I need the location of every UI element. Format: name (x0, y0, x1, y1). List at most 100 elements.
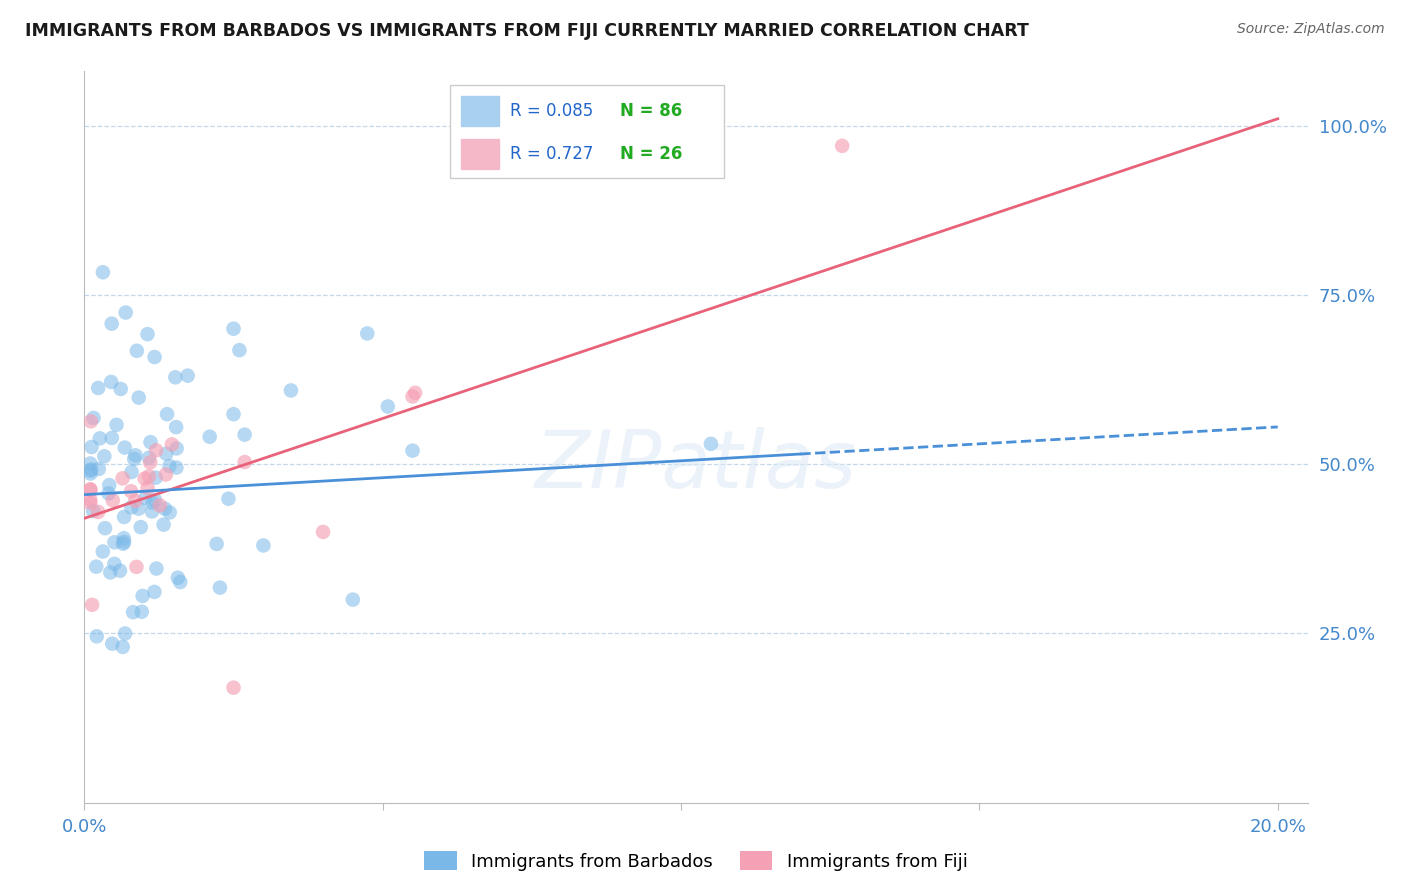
Point (87, 505, 110, 519)
Bar (461, 96, 499, 126)
Text: Source: ZipAtlas.com: Source: ZipAtlas.com (1237, 22, 1385, 37)
Point (111, 471, 134, 485)
Point (401, 443, 423, 458)
Point (176, 368, 198, 383)
Point (138, 450, 160, 465)
Point (110, 382, 132, 396)
Point (120, 500, 142, 515)
Text: ZIPatlas: ZIPatlas (534, 427, 858, 506)
Point (103, 557, 125, 571)
Text: R = 0.727: R = 0.727 (510, 145, 593, 163)
Point (101, 431, 124, 445)
Point (82, 504, 104, 518)
Point (80, 440, 103, 454)
Point (122, 605, 145, 619)
Point (404, 385, 426, 400)
Point (131, 589, 153, 603)
Point (208, 581, 231, 595)
Point (217, 491, 239, 506)
Point (112, 510, 135, 524)
Point (143, 585, 166, 599)
Point (145, 561, 167, 575)
Point (101, 637, 124, 651)
Point (114, 626, 136, 640)
Point (79, 482, 101, 496)
Point (312, 524, 335, 539)
Point (93, 450, 115, 464)
Point (356, 326, 378, 341)
Point (82, 598, 104, 612)
Point (165, 420, 187, 434)
Point (160, 437, 183, 451)
Point (152, 517, 174, 532)
Point (125, 560, 148, 574)
Point (233, 455, 256, 469)
Point (91, 265, 114, 279)
Point (124, 494, 146, 508)
Point (128, 501, 150, 516)
Point (114, 305, 136, 319)
Point (134, 491, 156, 506)
Point (228, 343, 250, 358)
Point (222, 407, 245, 421)
Point (79, 467, 101, 481)
Point (143, 350, 166, 364)
Point (111, 537, 134, 551)
Point (159, 458, 181, 473)
Point (169, 575, 191, 590)
Text: N = 26: N = 26 (620, 145, 682, 163)
Point (141, 504, 163, 518)
Point (83, 411, 105, 425)
Point (80, 462, 103, 476)
Point (145, 470, 167, 484)
Point (120, 484, 142, 499)
Point (143, 492, 166, 507)
Point (79, 464, 101, 478)
Point (167, 571, 190, 585)
Point (80, 414, 103, 428)
Point (87, 462, 110, 476)
Point (103, 535, 125, 549)
Text: IMMIGRANTS FROM BARBADOS VS IMMIGRANTS FROM FIJI CURRENTLY MARRIED CORRELATION C: IMMIGRANTS FROM BARBADOS VS IMMIGRANTS F… (25, 22, 1029, 40)
Point (131, 605, 153, 619)
Point (165, 370, 187, 384)
Point (94, 521, 117, 535)
Point (139, 455, 162, 469)
Point (401, 389, 423, 403)
Point (100, 317, 122, 331)
Point (79, 496, 101, 510)
Point (111, 640, 134, 654)
Point (122, 452, 145, 467)
Point (79, 483, 101, 497)
Text: N = 86: N = 86 (620, 102, 682, 120)
Point (149, 499, 172, 513)
Point (89, 431, 111, 445)
Point (280, 384, 302, 398)
Point (166, 442, 188, 456)
Point (125, 343, 148, 358)
Point (86, 629, 108, 643)
Legend: Immigrants from Barbados, Immigrants from Fiji: Immigrants from Barbados, Immigrants fro… (418, 844, 974, 878)
Point (139, 435, 162, 450)
Point (165, 460, 187, 475)
Point (342, 592, 364, 607)
Point (233, 427, 256, 442)
Point (105, 417, 128, 432)
Point (198, 430, 221, 444)
Point (700, 437, 723, 451)
Point (98, 566, 121, 580)
Point (114, 441, 136, 455)
Point (129, 520, 152, 534)
Point (79, 457, 101, 471)
Point (155, 467, 177, 482)
Point (97, 486, 120, 500)
Text: R = 0.085: R = 0.085 (510, 102, 593, 120)
Point (100, 375, 122, 389)
FancyBboxPatch shape (450, 85, 724, 178)
Point (79, 492, 101, 507)
Point (101, 493, 124, 508)
Point (84, 559, 107, 574)
Point (138, 469, 160, 483)
Point (159, 505, 181, 519)
Point (136, 481, 159, 495)
